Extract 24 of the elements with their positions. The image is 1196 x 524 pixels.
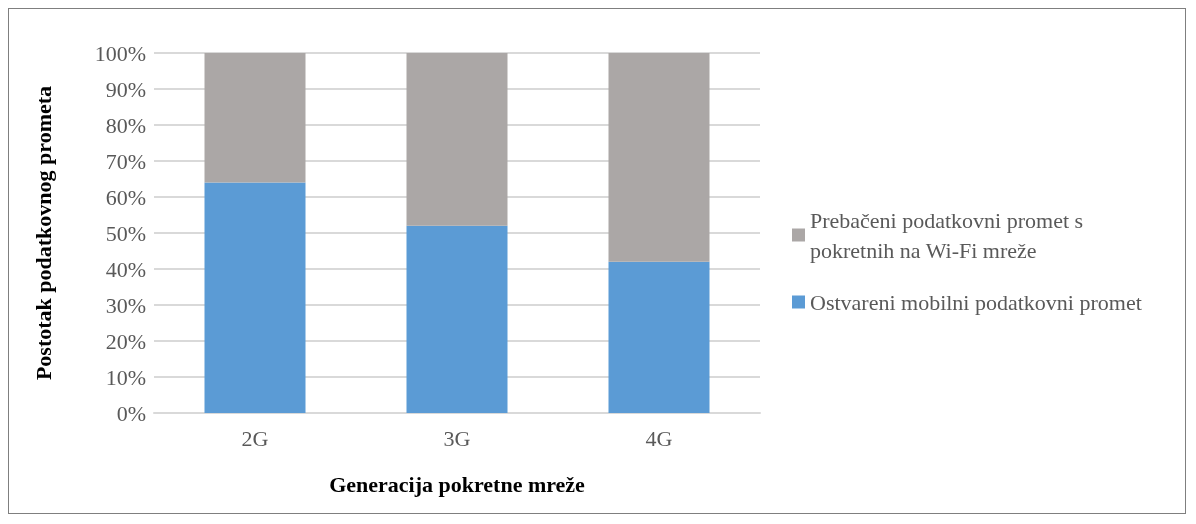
x-tick-label: 2G <box>241 425 269 451</box>
bar <box>406 53 508 226</box>
y-tick-label: 70% <box>105 148 146 174</box>
y-tick-label: 30% <box>105 292 146 318</box>
legend-label: Ostvareni mobilni podatkovni promet <box>810 289 1142 315</box>
bar <box>406 225 508 413</box>
y-tick-label: 50% <box>105 220 146 246</box>
y-tick-label: 80% <box>105 112 146 138</box>
y-tick-label: 90% <box>105 76 146 102</box>
y-tick-label: 0% <box>116 400 146 426</box>
y-tick-label: 100% <box>94 40 146 66</box>
bar <box>204 53 306 183</box>
y-tick-label: 10% <box>105 364 146 390</box>
y-tick-label: 60% <box>105 184 146 210</box>
y-tick-label: 20% <box>105 328 146 354</box>
x-axis-title: Generacija pokretne mreže <box>329 471 586 497</box>
y-axis-title: Postotak podatkovnog prometa <box>30 85 56 381</box>
y-tick-label: 40% <box>105 256 146 282</box>
bar <box>608 261 710 413</box>
bar <box>608 53 710 262</box>
legend-label: Prebačeni podatkovni promet s pokretnih na Wi-Fi mreže <box>810 207 1089 263</box>
x-tick-label: 4G <box>645 425 673 451</box>
bar <box>204 182 306 413</box>
x-tick-label: 3G <box>443 425 471 451</box>
